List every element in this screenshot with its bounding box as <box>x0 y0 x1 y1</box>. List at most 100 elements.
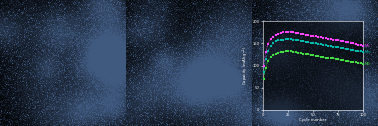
Point <box>300 40 306 42</box>
Text: +: + <box>35 69 40 74</box>
Point <box>315 43 321 45</box>
Point <box>265 60 271 62</box>
Text: Al doped $o$-LiMnO$_2$: Al doped $o$-LiMnO$_2$ <box>159 89 219 98</box>
Point <box>335 39 341 41</box>
Point <box>323 57 329 59</box>
Point <box>288 31 294 33</box>
Point <box>288 38 294 40</box>
Text: M$_0$: M$_0$ <box>364 60 371 68</box>
Text: AlCl$_3$: AlCl$_3$ <box>35 99 52 108</box>
Point <box>265 50 271 52</box>
Point <box>313 55 319 57</box>
Point <box>313 42 319 44</box>
Point <box>280 51 286 53</box>
Point <box>345 41 351 43</box>
Point <box>261 71 267 73</box>
Text: $o$-LiMnO$_2$: $o$-LiMnO$_2$ <box>184 31 214 40</box>
Point <box>275 52 281 54</box>
Point <box>358 50 364 52</box>
Point <box>320 56 326 58</box>
Point <box>303 34 309 36</box>
Point <box>270 36 276 38</box>
Text: M$_m$: M$_m$ <box>364 48 372 56</box>
Point <box>328 38 334 40</box>
Point <box>270 54 276 56</box>
Point <box>273 34 279 36</box>
Point <box>343 60 349 62</box>
Point <box>285 50 291 52</box>
Point <box>261 65 267 67</box>
Point <box>333 39 339 41</box>
Text: EDTA→Mn$^{2+}$: EDTA→Mn$^{2+}$ <box>38 57 78 66</box>
Text: +: + <box>35 48 40 53</box>
Point <box>285 38 291 40</box>
Point <box>273 53 279 55</box>
Point <box>261 78 267 80</box>
Point <box>333 46 339 48</box>
Point <box>275 39 281 41</box>
Point <box>320 37 326 39</box>
Point <box>345 60 351 62</box>
Point <box>345 48 351 50</box>
Point <box>268 38 274 40</box>
Point <box>288 50 294 52</box>
Point <box>300 33 306 35</box>
Point <box>270 42 276 44</box>
Point <box>310 42 316 44</box>
Point <box>360 45 366 47</box>
Point <box>293 32 299 34</box>
Point <box>308 35 314 37</box>
Point <box>290 32 296 34</box>
Point <box>295 32 301 34</box>
Point <box>263 58 269 60</box>
Point <box>278 39 284 41</box>
Point <box>275 33 281 35</box>
Point <box>330 39 336 41</box>
Point <box>303 53 309 55</box>
Point <box>313 35 319 37</box>
Point <box>293 51 299 53</box>
Point <box>335 46 341 49</box>
Point <box>348 42 354 44</box>
Point <box>268 45 274 47</box>
Point <box>278 51 284 53</box>
Point <box>323 44 329 46</box>
Point <box>290 51 296 53</box>
Point <box>340 47 346 49</box>
Point <box>320 44 326 46</box>
Point <box>350 42 356 44</box>
Point <box>328 57 334 59</box>
Point <box>303 41 309 43</box>
Text: +: + <box>176 76 181 81</box>
Point <box>310 35 316 37</box>
Text: LiOH: LiOH <box>35 38 50 43</box>
Point <box>305 41 311 43</box>
Point <box>355 50 361 52</box>
Point <box>278 32 284 34</box>
Point <box>340 59 346 61</box>
Point <box>308 42 314 44</box>
Point <box>338 59 344 61</box>
Point <box>343 41 349 43</box>
Y-axis label: Capacity (mAh g$^{-1}$): Capacity (mAh g$^{-1}$) <box>241 46 251 85</box>
Point <box>298 52 304 54</box>
Point <box>358 44 364 46</box>
Point <box>283 50 289 52</box>
Point <box>305 34 311 36</box>
Point <box>265 43 271 45</box>
Text: NaClO: NaClO <box>35 79 55 84</box>
Point <box>293 39 299 41</box>
Point <box>323 37 329 39</box>
Point <box>353 43 359 45</box>
Point <box>328 45 334 47</box>
Point <box>290 39 296 41</box>
Text: M$_c$: Al doped $o$-LiMnO$_2$: M$_c$: Al doped $o$-LiMnO$_2$ <box>281 8 349 17</box>
Text: +: + <box>35 89 40 94</box>
Point <box>333 58 339 60</box>
Point <box>283 38 289 40</box>
Point <box>355 62 361 64</box>
Point <box>325 45 331 47</box>
Point <box>268 56 274 58</box>
Point <box>340 40 346 42</box>
Point <box>330 57 336 59</box>
